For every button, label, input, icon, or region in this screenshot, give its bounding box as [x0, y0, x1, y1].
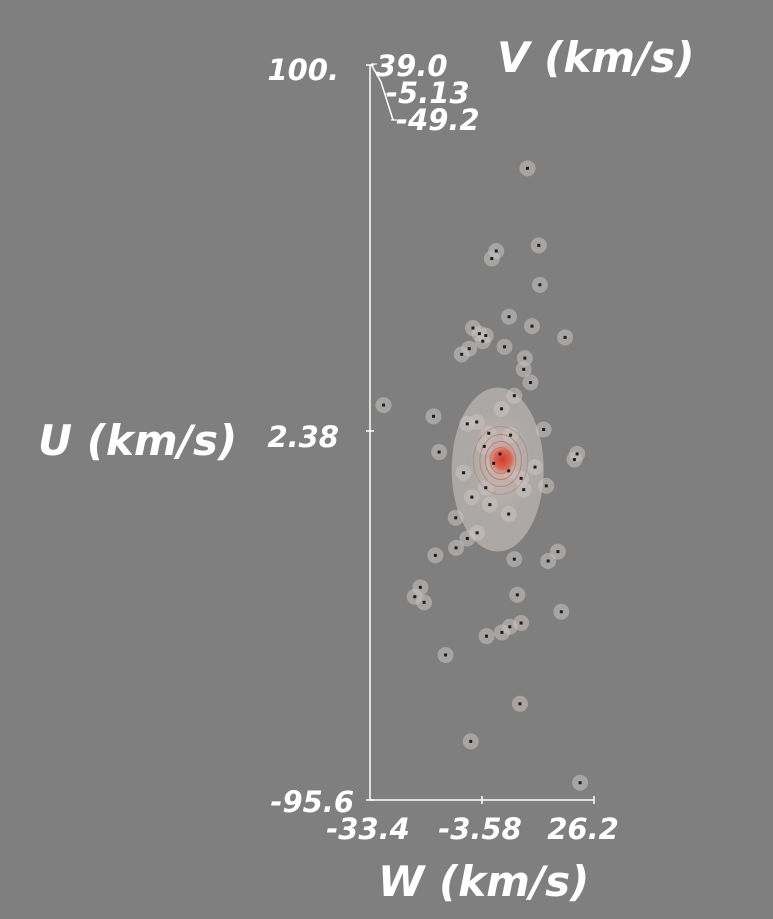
scatter-point — [500, 407, 504, 411]
scatter-point — [418, 585, 422, 589]
scatter-point — [469, 739, 473, 743]
scatter-point — [460, 352, 464, 356]
u-tick-label-mid: 2.38 — [267, 420, 339, 454]
scatter-point — [413, 595, 417, 599]
scatter-point — [519, 476, 523, 480]
scatter-point — [492, 461, 496, 465]
scatter-point — [477, 332, 481, 336]
scatter-point — [578, 781, 582, 785]
density-core — [486, 442, 519, 477]
scatter-point — [437, 450, 441, 454]
scatter-point — [559, 610, 563, 614]
axis-lines — [366, 63, 595, 804]
density-contour — [479, 434, 522, 488]
v-tick-label-2: -5.13 — [386, 76, 470, 110]
scatter-point — [515, 593, 519, 597]
scatter-point — [563, 335, 567, 339]
scatter-point — [467, 347, 471, 351]
v-axis-line — [370, 63, 394, 121]
scatter-point — [475, 531, 479, 535]
axis-titles: U (km/s) W (km/s) V (km/s) — [38, 33, 695, 906]
scatter-point — [484, 334, 488, 338]
scatter-point — [422, 600, 426, 604]
scatter-point — [530, 324, 534, 328]
tick-labels: 100. 2.38 -95.6 -33.4 -3.58 26.2 39.0 -5… — [267, 49, 618, 846]
scatter-point — [488, 503, 492, 507]
scatter-point — [485, 634, 489, 638]
data-points — [382, 166, 582, 785]
scatter-point — [538, 283, 542, 287]
u-tick-label-bottom: -95.6 — [270, 785, 354, 819]
scatter-point — [537, 243, 541, 247]
v-axis-title: V (km/s) — [497, 33, 695, 82]
scatter-point — [556, 550, 560, 554]
density-contour — [472, 426, 529, 496]
density-contours — [375, 160, 589, 791]
scatter-point — [433, 553, 437, 557]
scatter-point — [462, 471, 466, 475]
w-axis-title: W (km/s) — [378, 857, 589, 906]
scatter-point — [544, 484, 548, 488]
scatter-point — [482, 444, 486, 448]
scatter-point — [432, 414, 436, 418]
scatter-point — [465, 422, 469, 426]
scatter-point — [503, 345, 507, 349]
scatter-point — [490, 257, 494, 261]
w-tick-label-mid: -3.58 — [438, 812, 522, 846]
scatter-point — [382, 403, 386, 407]
scatter-point — [465, 536, 469, 540]
scatter-point — [481, 339, 485, 343]
scatter-point — [512, 557, 516, 561]
scatter-point — [525, 166, 529, 170]
w-tick-label-right: 26.2 — [547, 812, 619, 846]
v-tick-label-3: -49.2 — [396, 103, 480, 137]
scatter-point — [444, 653, 448, 657]
scatter-point — [523, 356, 527, 360]
u-axis-title: U (km/s) — [38, 416, 237, 465]
scatter-point — [572, 458, 576, 462]
scatter-point — [475, 420, 479, 424]
scatter-point — [533, 465, 537, 469]
scatter-point — [494, 249, 498, 253]
scatter-point — [507, 469, 511, 473]
scatter-point — [509, 433, 513, 437]
scatter-point — [470, 495, 474, 499]
scatter-point — [575, 452, 579, 456]
scatter-point — [454, 546, 458, 550]
scatter-point — [512, 394, 516, 398]
scatter-point — [508, 625, 512, 629]
scatter-point — [500, 630, 504, 634]
scatter-point — [507, 512, 511, 516]
scatter-point — [542, 427, 546, 431]
scatter-point — [507, 315, 511, 319]
scatter-point — [519, 621, 523, 625]
scatter-point — [484, 486, 488, 490]
scatter-point — [498, 452, 502, 456]
v-tick-label-1: 39.0 — [376, 49, 448, 83]
w-tick-label-left: -33.4 — [326, 812, 410, 846]
scatter-point — [528, 381, 532, 385]
scatter-point — [454, 516, 458, 520]
scatter-point — [518, 702, 522, 706]
scatter-point — [471, 326, 475, 330]
scatter-point — [546, 559, 550, 563]
scatter-point — [522, 367, 526, 371]
u-tick-label-top: 100. — [267, 53, 339, 87]
scatter-point — [522, 488, 526, 492]
scatter-point — [487, 431, 491, 435]
